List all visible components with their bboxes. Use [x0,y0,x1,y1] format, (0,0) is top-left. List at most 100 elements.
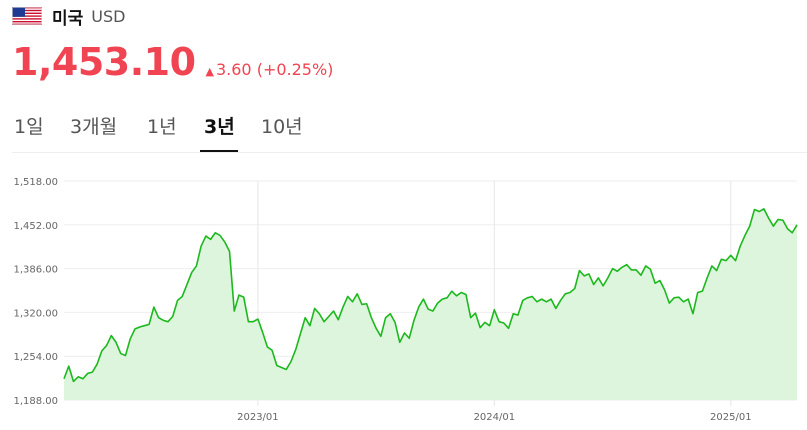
y-tick-label: 1,386.00 [13,265,58,276]
data-point [554,307,557,310]
data-point [408,337,411,340]
currency-header: 미국 USD [12,4,126,29]
y-axis-labels: 1,518.00 1,452.00 1,386.00 1,320.00 1,254.00… [13,177,58,407]
price-line [63,208,798,383]
data-point [308,324,311,327]
data-point [86,372,89,375]
data-point [219,234,222,237]
us-flag-icon [12,7,42,25]
data-point [223,241,226,244]
data-point [256,318,259,321]
x-tick-label: 2023/01 [237,412,279,423]
data-point [446,296,449,299]
data-point [729,254,732,257]
data-point [715,269,718,272]
data-point [247,320,250,323]
data-point [606,276,609,279]
active-tab-indicator [200,150,238,152]
data-point [630,268,633,271]
currency-code: USD [91,6,126,26]
data-point [507,327,510,330]
data-point [63,377,66,380]
data-point [91,371,94,374]
country-name: 미국 [52,8,84,29]
data-point [133,327,136,330]
data-point [531,295,534,298]
data-point [96,363,99,366]
data-point [460,291,463,294]
y-tick-label: 1,518.00 [13,177,58,188]
data-point [644,264,647,267]
tab-10y[interactable]: 10년 [261,116,303,138]
data-point [516,314,519,317]
data-point [162,319,165,322]
data-point [77,375,80,378]
data-point [583,274,586,277]
data-point [786,227,789,230]
data-point [323,320,326,323]
data-point [138,326,141,329]
data-point [493,308,496,311]
data-point [171,315,174,318]
area-fill [64,208,797,400]
data-point [266,345,269,348]
data-point [725,259,728,262]
data-point [436,302,439,305]
data-point [578,269,581,272]
x-tick-label: 2025/01 [710,412,752,423]
data-point [124,354,127,357]
chart-divider [12,152,807,153]
data-point [332,310,335,313]
tab-1d[interactable]: 1일 [14,116,44,138]
data-point [285,368,288,371]
data-point [81,377,84,380]
data-point [200,245,203,248]
y-tick-label: 1,320.00 [13,308,58,319]
data-point [796,223,799,226]
tab-3y[interactable]: 3년 [204,116,235,138]
data-point [663,288,666,291]
data-point [275,364,278,367]
data-point [152,306,155,309]
data-point [455,294,458,297]
tab-3m[interactable]: 3개월 [70,116,118,138]
data-point [185,283,188,286]
tab-1y[interactable]: 1년 [147,116,177,138]
data-point [214,231,217,234]
data-point [209,238,212,241]
data-point [682,300,685,303]
data-point [564,292,567,295]
data-point [261,331,264,334]
data-point [176,299,179,302]
data-point [450,290,453,293]
data-point [318,312,321,315]
data-point [526,296,529,299]
data-point [483,321,486,324]
data-point [673,296,676,299]
period-tabs: 1일 3개월 1년 3년 10년 [0,108,807,154]
data-point [469,316,472,319]
data-point [294,348,297,351]
data-point [384,316,387,319]
data-point [550,298,553,301]
data-point [748,225,751,228]
data-point [337,318,340,321]
data-point [625,263,628,266]
data-point [100,349,103,352]
data-point [592,283,595,286]
data-point [431,310,434,313]
data-point [635,268,638,271]
y-tick-label: 1,188.00 [13,396,58,407]
price-change: ▲ 3.60 (+0.25%) [206,60,334,79]
data-point [710,264,713,267]
data-point [233,310,236,313]
data-point [72,380,75,383]
data-point [597,276,600,279]
y-tick-label: 1,452.00 [13,221,58,232]
data-point [696,291,699,294]
data-point [701,290,704,293]
data-point [540,298,543,301]
data-point [356,292,359,295]
data-point [204,235,207,238]
data-point [753,208,756,211]
